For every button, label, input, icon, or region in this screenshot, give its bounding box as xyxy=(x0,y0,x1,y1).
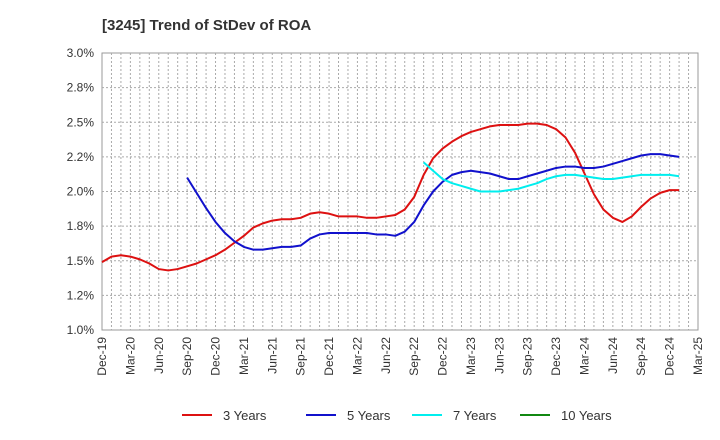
x-tick-label: Sep-20 xyxy=(180,337,194,376)
x-tick-label: Sep-23 xyxy=(521,337,535,376)
x-tick-label: Jun-23 xyxy=(492,337,506,374)
y-tick-label: 1.8% xyxy=(67,219,95,233)
y-tick-label: 1.2% xyxy=(67,288,95,302)
y-tick-label: 2.5% xyxy=(67,115,95,129)
x-tick-label: Mar-20 xyxy=(123,337,137,375)
series-line-5-years xyxy=(186,153,680,251)
legend-label: 7 Years xyxy=(453,408,497,423)
x-tick-label: Mar-22 xyxy=(350,337,364,375)
x-tick-label: Dec-23 xyxy=(549,337,563,376)
y-tick-label: 2.2% xyxy=(67,150,95,164)
x-tick-label: Jun-21 xyxy=(265,337,279,374)
legend: 3 Years 5 Years 7 Years 10 Years xyxy=(182,408,612,423)
y-tick-label: 1.5% xyxy=(67,254,95,268)
x-axis-ticks: Dec-19 Mar-20 Jun-20 Sep-20 Dec-20 Mar-21 Jun-… xyxy=(95,337,705,376)
y-axis-ticks: 1.0% 1.2% 1.5% 1.8% 2.0% 2.2% 2.5% 2.8% 3.0% xyxy=(67,46,95,337)
y-tick-label: 1.0% xyxy=(67,323,95,337)
y-tick-label: 3.0% xyxy=(67,46,95,60)
series-line-7-years xyxy=(422,161,680,193)
legend-label: 5 Years xyxy=(347,408,391,423)
x-tick-label: Dec-22 xyxy=(436,337,450,376)
x-tick-label: Dec-19 xyxy=(95,337,109,376)
series-lines xyxy=(101,122,680,272)
x-tick-label: Mar-25 xyxy=(691,337,705,375)
legend-label: 10 Years xyxy=(561,408,612,423)
x-tick-label: Sep-21 xyxy=(294,337,308,376)
x-tick-label: Jun-24 xyxy=(606,337,620,374)
x-tick-label: Mar-24 xyxy=(577,337,591,375)
x-tick-label: Sep-22 xyxy=(407,337,421,376)
x-tick-label: Mar-21 xyxy=(237,337,251,375)
y-tick-label: 2.0% xyxy=(67,185,95,199)
x-tick-label: Dec-21 xyxy=(322,337,336,376)
x-tick-label: Mar-23 xyxy=(464,337,478,375)
x-tick-label: Dec-24 xyxy=(663,337,677,376)
x-tick-label: Jun-22 xyxy=(379,337,393,374)
x-tick-label: Jun-20 xyxy=(152,337,166,374)
x-tick-label: Dec-20 xyxy=(209,337,223,376)
legend-label: 3 Years xyxy=(223,408,267,423)
chart-title: [3245] Trend of StDev of ROA xyxy=(102,17,311,34)
series-line-3-years xyxy=(101,122,680,272)
y-tick-label: 2.8% xyxy=(67,81,95,95)
x-tick-label: Sep-24 xyxy=(634,337,648,376)
grid xyxy=(102,53,698,330)
